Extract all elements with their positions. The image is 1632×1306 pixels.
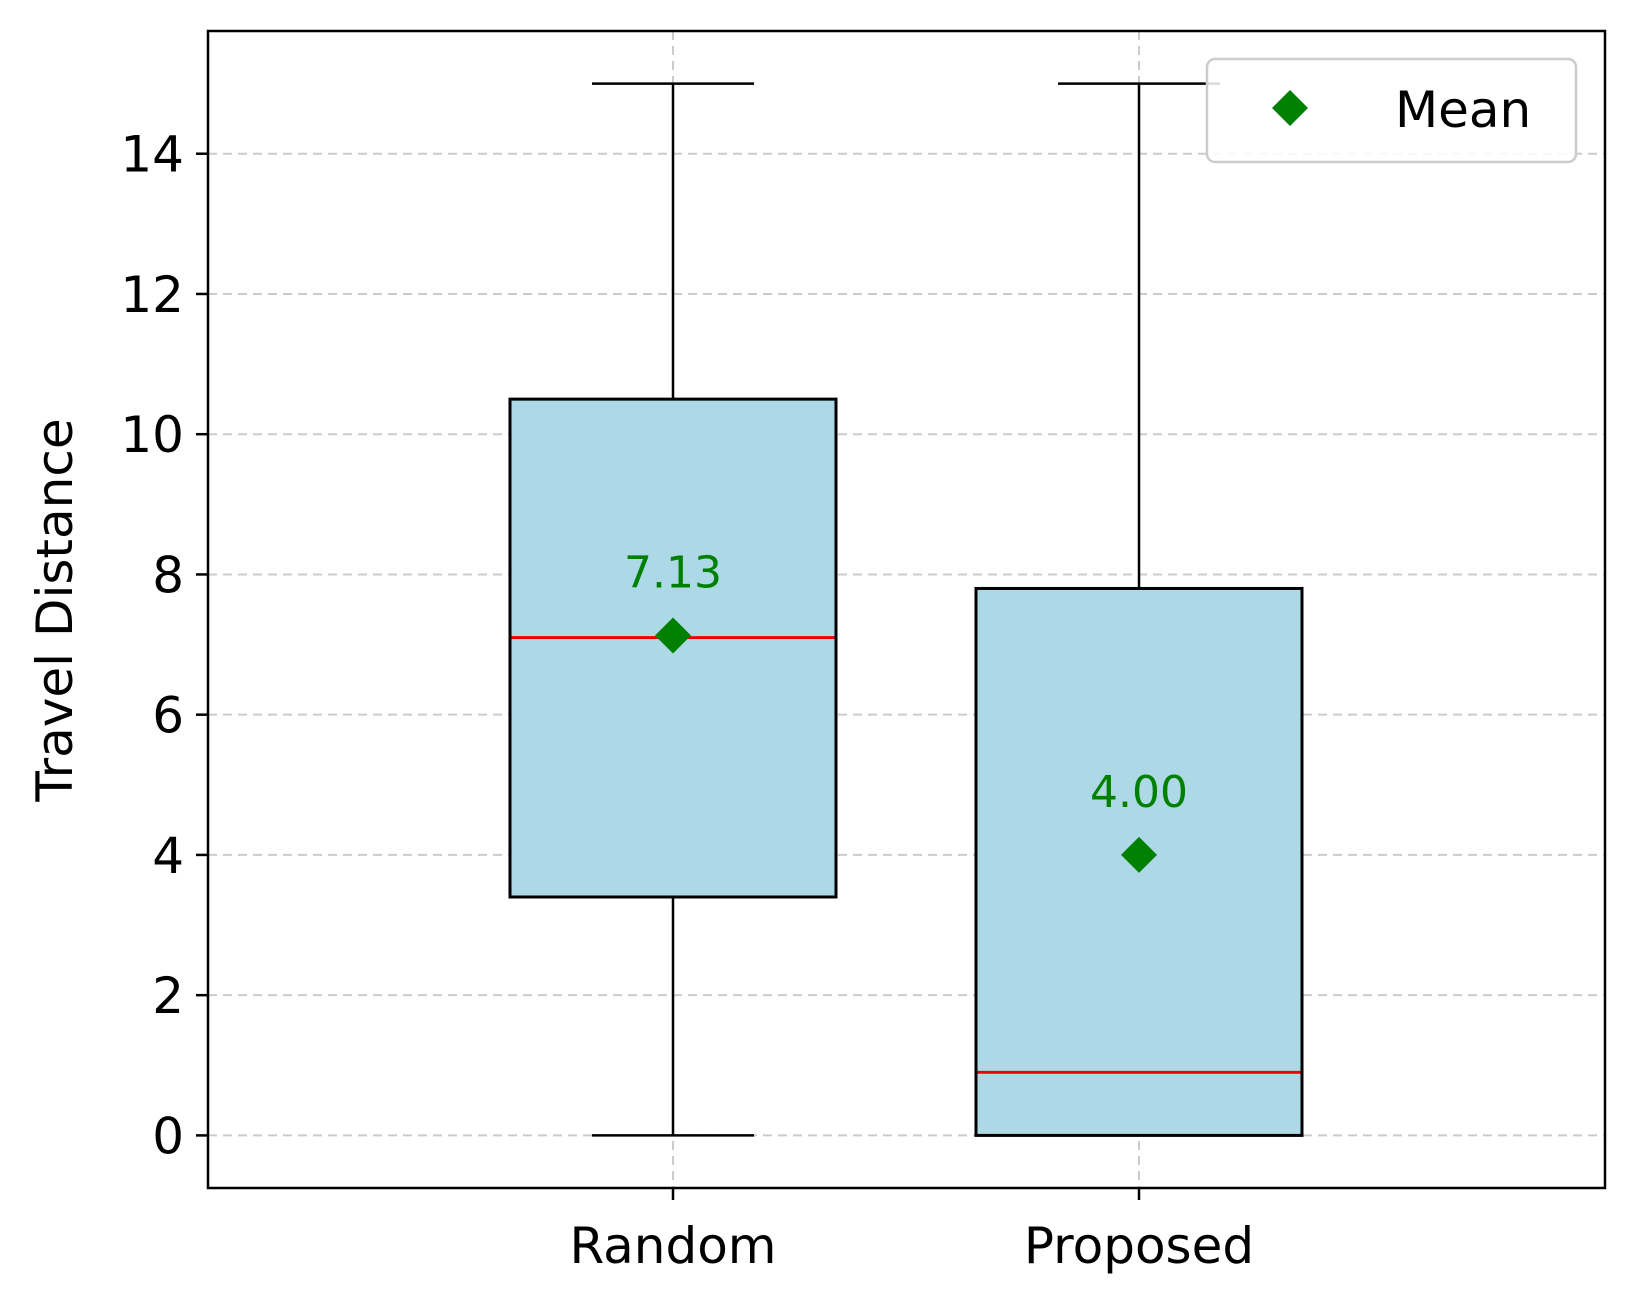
x-tick-label: Proposed — [1024, 1217, 1254, 1275]
legend-box — [1205, 57, 1578, 164]
mean-markers: 7.13 4.00 — [624, 547, 1188, 873]
mean-value-label: 4.00 — [1090, 767, 1188, 818]
y-tick-label: 12 — [120, 266, 184, 324]
y-tick-label: 4 — [152, 827, 184, 885]
legend-mean-marker — [1272, 90, 1308, 126]
axis-ticks: 0 2 4 6 8 10 12 14 Random Proposed — [120, 126, 1254, 1275]
boxes — [508, 82, 1304, 1137]
y-axis-title: Travel Distance — [26, 418, 84, 802]
y-tick-label: 6 — [152, 687, 184, 745]
box-random — [508, 82, 838, 1137]
plot-area-frame — [206, 29, 1607, 1190]
legend-mean-label: Mean — [1395, 81, 1531, 139]
y-tick-label: 14 — [120, 126, 184, 184]
mean-marker — [1121, 836, 1157, 873]
mean-marker — [655, 617, 691, 654]
y-tick-label: 10 — [120, 406, 184, 464]
mean-value-label: 7.13 — [624, 547, 722, 598]
y-tick-label: 0 — [152, 1107, 184, 1165]
y-tick-label: 8 — [152, 546, 184, 604]
x-tick-label: Random — [569, 1217, 776, 1275]
legend: Mean — [1205, 57, 1578, 164]
y-tick-label: 2 — [152, 967, 184, 1025]
